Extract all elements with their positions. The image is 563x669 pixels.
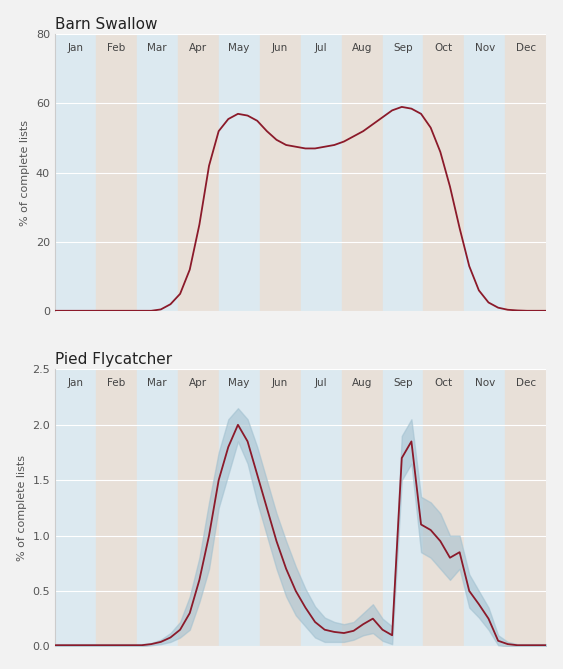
Bar [506,34,546,311]
Text: Apr: Apr [189,43,207,53]
Text: Jul: Jul [315,43,327,53]
Bar [342,369,382,646]
Text: Jun: Jun [272,378,288,388]
Text: Oct: Oct [435,378,453,388]
Bar [506,369,546,646]
Bar [96,34,137,311]
Text: Aug: Aug [352,43,372,53]
Y-axis label: % of complete lists: % of complete lists [17,455,26,561]
Bar [260,369,301,646]
Bar [137,34,178,311]
Bar [423,369,464,646]
Text: May: May [229,378,250,388]
Bar [55,34,96,311]
Bar [342,34,382,311]
Text: Dec: Dec [516,43,536,53]
Bar [423,34,464,311]
Bar [464,34,506,311]
Text: Jan: Jan [68,378,83,388]
Bar [178,369,218,646]
Bar [301,34,342,311]
Text: Pied Flycatcher: Pied Flycatcher [55,352,172,367]
Bar [96,369,137,646]
Bar [382,369,423,646]
Bar [464,369,506,646]
Text: Apr: Apr [189,378,207,388]
Text: Mar: Mar [148,43,167,53]
Text: Aug: Aug [352,378,372,388]
Text: Sep: Sep [393,43,413,53]
Text: Barn Swallow: Barn Swallow [55,17,157,31]
Text: May: May [229,43,250,53]
Bar [260,34,301,311]
Bar [382,34,423,311]
Text: Jan: Jan [68,43,83,53]
Text: Feb: Feb [107,378,126,388]
Y-axis label: % of complete lists: % of complete lists [20,120,30,225]
Bar [218,34,260,311]
Text: Mar: Mar [148,378,167,388]
Bar [218,369,260,646]
Bar [137,369,178,646]
Text: Nov: Nov [475,43,495,53]
Text: Oct: Oct [435,43,453,53]
Text: Feb: Feb [107,43,126,53]
Bar [55,369,96,646]
Bar [178,34,218,311]
Bar [301,369,342,646]
Text: Jun: Jun [272,43,288,53]
Text: Jul: Jul [315,378,327,388]
Text: Dec: Dec [516,378,536,388]
Text: Nov: Nov [475,378,495,388]
Text: Sep: Sep [393,378,413,388]
